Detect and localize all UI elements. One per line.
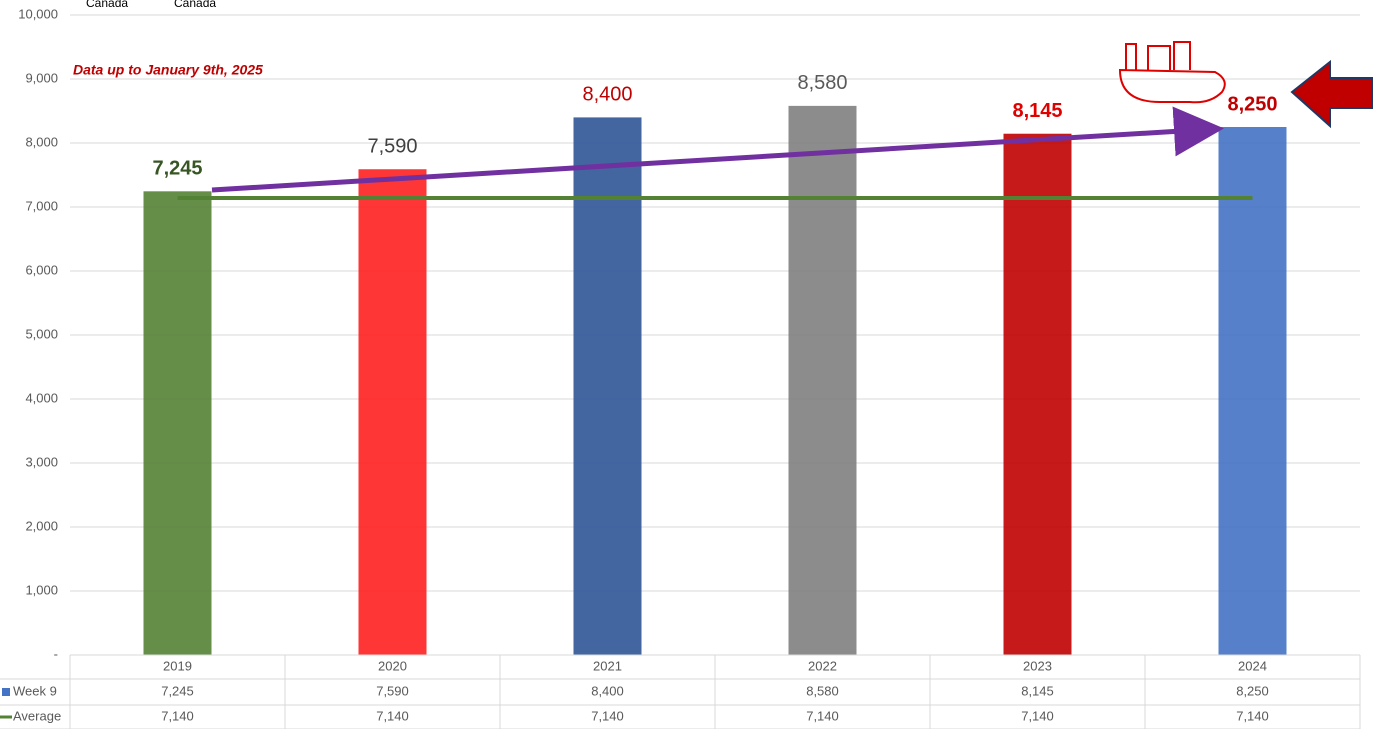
data-label: 8,145	[1012, 100, 1062, 122]
y-tick-label: 2,000	[25, 518, 58, 533]
icon	[1118, 41, 1226, 104]
table-cell: 7,590	[376, 683, 409, 698]
bar	[143, 191, 212, 655]
table-cell: 7,140	[806, 708, 839, 723]
legend-label: Average	[13, 708, 61, 723]
y-tick-label: 6,000	[25, 262, 58, 277]
table-cell: 7,140	[161, 708, 194, 723]
data-label: 8,580	[797, 72, 847, 94]
table-cell: 7,140	[376, 708, 409, 723]
x-tick-label: 2020	[378, 658, 407, 673]
bar	[573, 117, 642, 655]
y-tick-label: 8,000	[25, 134, 58, 149]
y-tick-label: 10,000	[18, 6, 58, 21]
x-tick-label: 2022	[808, 658, 837, 673]
data-table: 2019 2020 2021 2022 2023 2024 Week 9 7,245 7,590…	[0, 654, 1361, 729]
bar	[1218, 127, 1287, 655]
x-tick-label: 2019	[163, 658, 192, 673]
table-cell: 8,400	[591, 683, 624, 698]
bar	[788, 105, 857, 655]
header-label: Canada	[86, 0, 128, 10]
bar	[1003, 133, 1072, 656]
overlay: 7,245 7,590 8,400 8,580 8,145 8,250	[152, 72, 1278, 201]
y-tick-label: 1,000	[25, 582, 58, 597]
pointer-arrow	[1290, 59, 1373, 129]
annotation: Data up to January 9th, 2025	[73, 62, 263, 78]
table-cell: 8,145	[1021, 683, 1054, 698]
y-tick-label: 7,000	[25, 198, 58, 213]
data-label: 8,400	[582, 84, 632, 106]
trend-arrow	[211, 106, 1224, 193]
table-cell: 7,245	[161, 683, 194, 698]
data-label: 7,590	[367, 136, 417, 158]
x-tick-label: 2021	[593, 658, 622, 673]
table-cell: 7,140	[591, 708, 624, 723]
bars	[143, 105, 1287, 656]
data-label: 7,245	[152, 158, 202, 180]
y-tick-label: 3,000	[25, 454, 58, 469]
legend-label: Week 9	[13, 683, 57, 698]
y-tick-label: 4,000	[25, 390, 58, 405]
y-tick-label: -	[54, 646, 58, 661]
header-label: Canada	[174, 0, 216, 10]
grid: - 1,000 2,000 3,000 4,000 5,000 6,000 7,000 8,00…	[18, 6, 1360, 661]
x-tick-label: 2023	[1023, 658, 1052, 673]
table-cell: 8,250	[1236, 683, 1269, 698]
y-tick-label: 9,000	[25, 70, 58, 85]
data-label: 8,250	[1227, 93, 1277, 115]
table-cell: 7,140	[1236, 708, 1269, 723]
y-tick-label: 5,000	[25, 326, 58, 341]
legend-key	[2, 688, 10, 696]
table-cell: 8,580	[806, 683, 839, 698]
table-cell: 7,140	[1021, 708, 1054, 723]
x-tick-label: 2024	[1238, 658, 1267, 673]
bar	[358, 169, 427, 656]
